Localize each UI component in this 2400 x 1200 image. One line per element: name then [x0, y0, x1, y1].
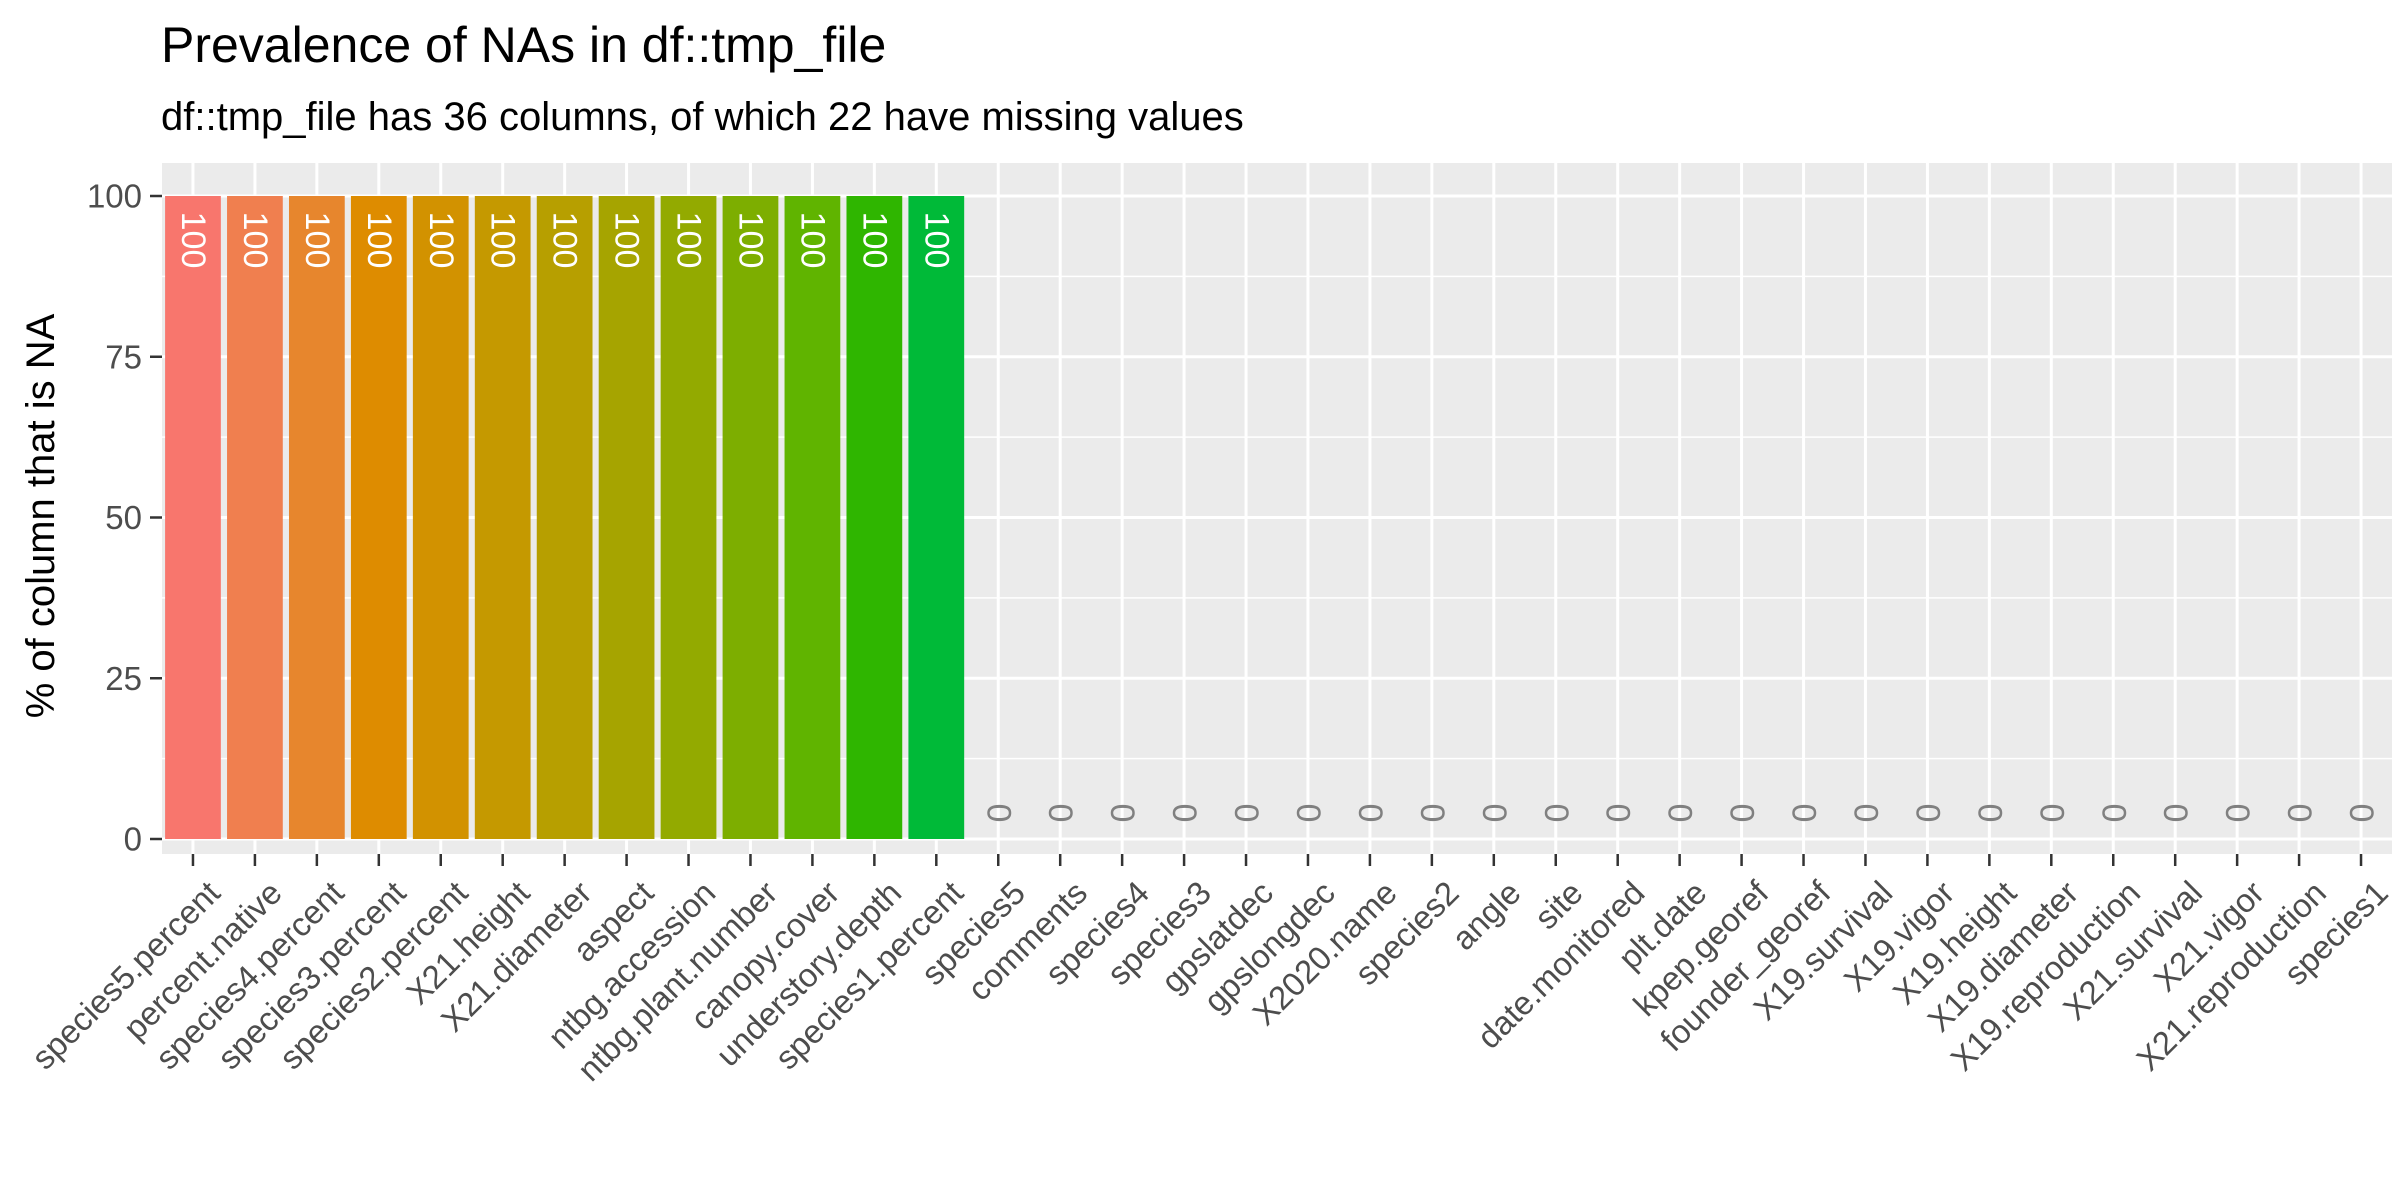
bar-value-label: 100	[360, 212, 398, 269]
bar-value-label: 0	[1165, 804, 1203, 823]
bar-value-label: 0	[1475, 804, 1513, 823]
bar-value-label: 100	[793, 212, 831, 269]
bar	[474, 196, 531, 839]
chart-title: Prevalence of NAs in df::tmp_file	[161, 17, 886, 73]
bar-value-label: 0	[1537, 804, 1575, 823]
bar	[846, 196, 903, 839]
bar-value-label: 0	[1351, 804, 1389, 823]
bar-value-label: 0	[1103, 804, 1141, 823]
bar-value-label: 100	[917, 212, 955, 269]
bar	[598, 196, 655, 839]
bar-value-label: 0	[2032, 804, 2070, 823]
bar-value-label: 100	[546, 212, 584, 269]
bar-value-label: 100	[855, 212, 893, 269]
y-tick-label: 25	[105, 660, 142, 697]
bar	[288, 196, 345, 839]
bar-value-label: 0	[1661, 804, 1699, 823]
bar-value-label: 0	[2156, 804, 2194, 823]
bar-value-label: 100	[298, 212, 336, 269]
bar-value-label: 0	[2094, 804, 2132, 823]
bar	[350, 196, 407, 839]
bar-value-label: 100	[484, 212, 522, 269]
bar	[536, 196, 593, 839]
bar-value-label: 0	[1846, 804, 1884, 823]
bar	[908, 196, 965, 839]
x-axis: species5.percentpercent.nativespecies4.p…	[24, 854, 2395, 1088]
plot-panel	[162, 163, 2392, 854]
bar	[660, 196, 717, 839]
bar-value-label: 0	[1785, 804, 1823, 823]
bar-value-label: 0	[1227, 804, 1265, 823]
bar-value-label: 100	[174, 212, 212, 269]
bar-value-label: 0	[979, 804, 1017, 823]
bar-value-label: 100	[422, 212, 460, 269]
y-axis-title: % of column that is NA	[19, 313, 63, 718]
bar-value-label: 0	[1289, 804, 1327, 823]
y-tick-label: 0	[124, 821, 142, 858]
bar	[412, 196, 469, 839]
bar-value-label: 100	[731, 212, 769, 269]
chart-subtitle: df::tmp_file has 36 columns, of which 22…	[161, 95, 1244, 139]
x-tick-label: angle	[1444, 874, 1527, 957]
bar-labels: 100 100 100 100 100 100 100 100 100 100 100 100 100 0…	[174, 212, 2380, 823]
bar	[722, 196, 779, 839]
bar-value-label: 100	[670, 212, 708, 269]
y-axis: 0 25 50 75 100	[87, 178, 162, 858]
bar-value-label: 0	[1970, 804, 2008, 823]
y-tick-label: 100	[87, 178, 142, 215]
bar-value-label: 0	[2280, 804, 2318, 823]
y-tick-label: 75	[105, 338, 142, 375]
bar-value-label: 0	[1041, 804, 1079, 823]
y-tick-label: 50	[105, 499, 142, 536]
bar-value-label: 0	[1599, 804, 1637, 823]
bar-value-label: 0	[1908, 804, 1946, 823]
bar-value-label: 0	[1413, 804, 1451, 823]
bar-value-label: 0	[2218, 804, 2256, 823]
bar-value-label: 0	[2342, 804, 2380, 823]
bar-value-label: 0	[1723, 804, 1761, 823]
bars	[165, 196, 965, 839]
bar	[227, 196, 283, 839]
bar	[784, 196, 841, 839]
bar-value-label: 100	[236, 212, 274, 269]
bar-value-label: 100	[608, 212, 646, 269]
bar	[165, 196, 221, 839]
